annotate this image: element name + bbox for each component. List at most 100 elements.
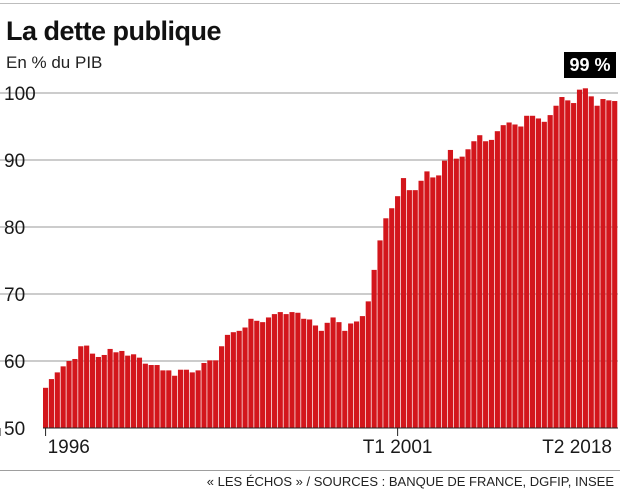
bar <box>43 387 49 428</box>
source-note: « LES ÉCHOS » / SOURCES : BANQUE DE FRAN… <box>206 474 614 489</box>
bar <box>107 348 113 428</box>
bar <box>465 149 471 428</box>
bar <box>295 312 301 428</box>
bar <box>84 345 90 428</box>
bar <box>600 99 606 428</box>
bar <box>424 171 430 428</box>
bar <box>125 355 131 428</box>
bar <box>195 370 201 428</box>
bar <box>576 89 583 429</box>
bar <box>365 301 371 428</box>
bar <box>136 357 143 428</box>
bar <box>330 317 336 428</box>
y-tick-label-90: 90 <box>4 151 25 172</box>
bar <box>89 353 96 428</box>
chart-title: La dette publique <box>6 16 222 46</box>
bar <box>177 369 184 428</box>
bar <box>183 369 189 428</box>
bar <box>553 105 559 428</box>
bar <box>565 100 571 429</box>
bar <box>559 97 565 429</box>
bar <box>371 269 377 428</box>
bar <box>477 135 483 428</box>
value-callout: 99 % <box>564 52 616 78</box>
bar <box>406 190 412 428</box>
bar <box>271 314 277 428</box>
x-tick-label: T1 2001 <box>363 437 433 458</box>
top-rule <box>0 3 620 4</box>
bar <box>430 177 436 428</box>
x-tick-label: 1996 <box>48 437 90 458</box>
bar <box>160 370 166 428</box>
bar <box>541 121 547 428</box>
bar <box>254 320 260 428</box>
bar <box>471 141 477 429</box>
bar <box>524 115 530 428</box>
callout-box <box>564 52 616 78</box>
bar <box>336 322 342 428</box>
bar <box>488 139 495 428</box>
bar <box>447 149 454 428</box>
bar <box>189 372 195 428</box>
bar <box>277 312 283 428</box>
bar <box>289 312 295 428</box>
bar <box>512 124 518 429</box>
bar <box>588 96 594 428</box>
bar <box>248 318 254 428</box>
bar <box>506 122 512 428</box>
bar <box>207 360 213 428</box>
bar <box>318 330 324 428</box>
bar <box>571 103 577 429</box>
bar <box>353 321 360 428</box>
bar <box>500 125 506 428</box>
bar <box>48 379 55 428</box>
bar <box>219 346 225 428</box>
y-tick-label-60: 60 <box>4 352 25 373</box>
bar <box>224 334 231 428</box>
bar <box>418 180 424 428</box>
y-tick-label-70: 70 <box>4 285 25 306</box>
bar <box>54 372 60 428</box>
bar <box>453 158 459 428</box>
bar <box>265 317 272 428</box>
bar <box>60 366 66 428</box>
x-tick-label: T2 2018 <box>542 437 612 458</box>
bar <box>377 240 383 428</box>
bar <box>236 330 242 428</box>
bar <box>518 126 524 428</box>
axis-labels: 50 60 70 80 90 100 1996 T1 2001 T2 2018 <box>4 84 612 458</box>
bar <box>230 332 236 428</box>
bar <box>242 327 248 428</box>
bar <box>119 350 125 428</box>
bar <box>95 356 101 428</box>
bar <box>166 370 172 428</box>
bar <box>172 375 178 428</box>
callout-label: 99 % <box>569 55 610 75</box>
bar <box>66 361 72 428</box>
bar <box>148 365 154 428</box>
bar <box>154 365 160 428</box>
bar <box>342 330 348 428</box>
bar <box>606 100 612 429</box>
bar <box>72 358 78 428</box>
bar <box>459 156 465 428</box>
footer-rule <box>0 470 620 471</box>
bar <box>142 363 148 428</box>
bar <box>547 115 553 429</box>
bar <box>582 88 588 428</box>
bar <box>441 160 448 429</box>
bar <box>535 118 542 429</box>
bar <box>389 208 395 428</box>
bar <box>436 175 442 428</box>
bar <box>359 316 365 428</box>
bars <box>43 88 618 429</box>
y-tick-label-100: 100 <box>4 84 36 105</box>
bar <box>612 101 618 428</box>
bar <box>412 190 418 428</box>
bar <box>483 141 489 429</box>
bar-chart: 50 60 70 80 90 100 1996 T1 2001 T2 2018 99 % <box>0 52 618 458</box>
bar <box>113 352 119 428</box>
y-tick-label-80: 80 <box>4 218 25 239</box>
bar <box>283 314 289 428</box>
bar <box>307 319 313 428</box>
